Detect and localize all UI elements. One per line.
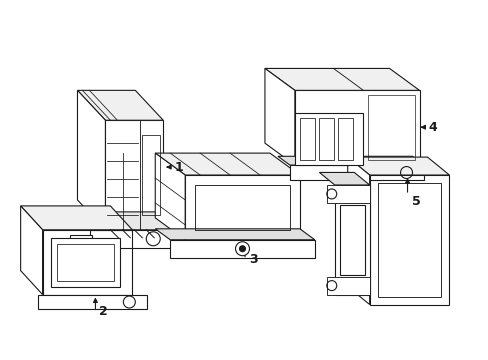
Polygon shape [20, 206, 42, 294]
Polygon shape [155, 153, 185, 240]
Polygon shape [90, 230, 173, 248]
Polygon shape [20, 206, 132, 230]
Text: 4: 4 [427, 121, 436, 134]
Polygon shape [289, 165, 424, 180]
Polygon shape [294, 113, 363, 165]
Text: 2: 2 [99, 305, 108, 318]
Polygon shape [70, 235, 92, 245]
Polygon shape [74, 212, 173, 230]
Polygon shape [277, 156, 424, 165]
Text: 5: 5 [411, 195, 419, 208]
Polygon shape [326, 185, 369, 203]
Polygon shape [38, 294, 147, 310]
Polygon shape [50, 238, 120, 287]
Polygon shape [264, 68, 419, 90]
Polygon shape [334, 185, 369, 294]
Circle shape [235, 242, 249, 256]
Circle shape [239, 246, 245, 252]
Polygon shape [319, 172, 369, 185]
Polygon shape [170, 240, 314, 258]
Polygon shape [326, 276, 369, 294]
Text: 3: 3 [248, 253, 257, 266]
Polygon shape [155, 229, 314, 240]
Polygon shape [155, 153, 299, 175]
Polygon shape [347, 157, 369, 305]
Polygon shape [347, 157, 448, 175]
Polygon shape [264, 68, 294, 165]
Polygon shape [77, 90, 105, 230]
Text: 1: 1 [174, 161, 183, 174]
Polygon shape [339, 205, 364, 275]
Polygon shape [77, 90, 163, 120]
